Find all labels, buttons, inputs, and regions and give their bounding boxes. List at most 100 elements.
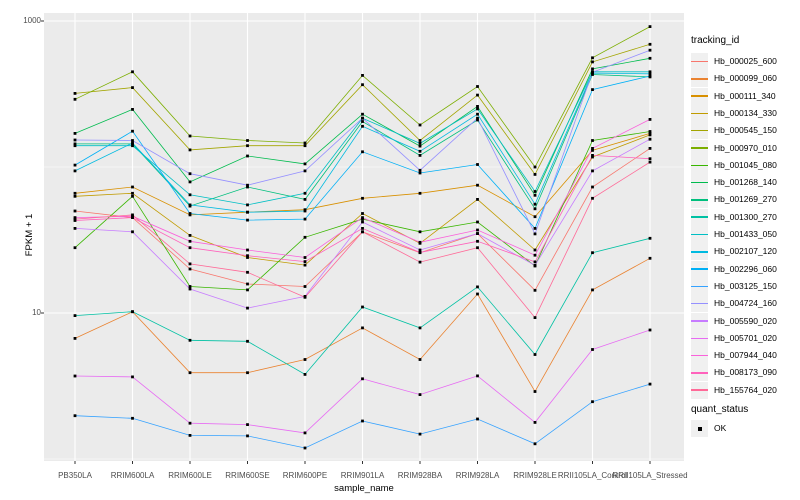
- data-point: [533, 260, 537, 264]
- data-point: [303, 285, 307, 288]
- legend-item-label: Hb_002296_060: [714, 263, 777, 274]
- data-point: [418, 139, 422, 142]
- data-point: [591, 67, 594, 71]
- data-point: [188, 203, 192, 207]
- data-point: [418, 240, 422, 244]
- data-point: [533, 207, 537, 211]
- data-point: [648, 328, 652, 332]
- y-tick-label: 10: [32, 308, 41, 317]
- data-point: [188, 371, 192, 375]
- data-point: [648, 70, 652, 74]
- legend-key-box: [691, 87, 708, 105]
- data-point: [648, 256, 652, 260]
- legend-key-box: [691, 174, 708, 192]
- data-point: [188, 134, 192, 138]
- data-point: [188, 262, 192, 266]
- data-point: [246, 270, 249, 274]
- data-point: [533, 421, 537, 424]
- data-point: [648, 133, 652, 137]
- legend-key-box: [691, 260, 708, 278]
- data-point: [418, 248, 422, 252]
- data-point: [73, 132, 77, 135]
- data-point: [533, 390, 537, 393]
- data-point: [131, 70, 134, 74]
- data-point: [476, 93, 479, 97]
- data-point: [188, 172, 192, 176]
- data-point: [73, 194, 77, 198]
- data-point: [476, 220, 479, 224]
- data-point: [73, 374, 77, 378]
- data-point: [476, 112, 479, 116]
- legend-item-label: Hb_000545_150: [714, 125, 777, 136]
- data-point: [73, 142, 77, 146]
- data-point: [73, 138, 77, 142]
- data-point: [73, 209, 77, 213]
- legend-line-swatch-icon: [691, 147, 708, 149]
- data-point: [476, 374, 479, 378]
- ok-point-marker-icon: [697, 426, 702, 431]
- data-point: [533, 264, 537, 267]
- data-point: [648, 118, 652, 121]
- legend-item-label: Hb_002107_120: [714, 246, 777, 257]
- data-point: [246, 144, 249, 148]
- data-point: [73, 216, 77, 219]
- data-point: [188, 267, 192, 271]
- data-point: [246, 282, 249, 286]
- data-point: [361, 217, 364, 221]
- legend-key-box: [691, 243, 708, 261]
- data-point: [188, 148, 192, 152]
- legend-line-swatch-icon: [691, 78, 708, 80]
- data-point: [361, 220, 364, 224]
- legend-item: Hb_003125_150: [689, 277, 799, 295]
- data-point: [591, 149, 594, 152]
- data-point: [591, 139, 594, 142]
- data-point: [418, 358, 422, 361]
- data-point: [418, 142, 422, 145]
- data-point: [361, 150, 364, 154]
- data-point: [591, 185, 594, 189]
- x-tick-label: RRIM600PE: [282, 471, 328, 480]
- data-point: [131, 230, 134, 234]
- legend-line-swatch-icon: [691, 199, 708, 201]
- data-point: [303, 295, 307, 299]
- legend-line-swatch-icon: [691, 216, 708, 218]
- data-point: [246, 306, 249, 310]
- data-point: [73, 217, 77, 221]
- data-point: [246, 203, 249, 207]
- x-tick-label: RRIM928LA: [455, 471, 500, 480]
- data-point: [131, 141, 134, 145]
- data-point: [591, 169, 594, 173]
- data-point: [246, 288, 249, 292]
- legend-line-swatch-icon: [691, 354, 708, 357]
- data-point: [533, 215, 537, 219]
- data-point: [533, 353, 537, 356]
- legend-key-box: [691, 312, 708, 330]
- legend-key-box: [691, 226, 708, 243]
- data-point: [533, 190, 537, 193]
- legend-item-label: Hb_001300_270: [714, 211, 777, 222]
- data-point: [648, 42, 652, 46]
- data-point: [476, 232, 479, 235]
- data-point: [303, 209, 307, 213]
- data-point: [418, 251, 422, 254]
- data-point: [648, 147, 652, 150]
- data-point: [303, 256, 307, 259]
- data-point: [361, 227, 364, 230]
- data-point: [188, 287, 192, 291]
- legend-item: Hb_000545_150: [689, 122, 799, 140]
- legend-item: Hb_000134_330: [689, 104, 799, 122]
- data-point: [131, 194, 134, 198]
- data-point: [131, 416, 134, 420]
- data-point: [303, 169, 307, 173]
- data-point: [418, 230, 422, 234]
- data-point: [648, 132, 652, 135]
- legend-item: Hb_005590_020: [689, 312, 799, 330]
- data-point: [533, 232, 537, 236]
- data-point: [418, 191, 422, 195]
- data-point: [131, 213, 134, 217]
- data-point: [303, 191, 307, 195]
- data-point: [303, 217, 307, 221]
- data-point: [303, 235, 307, 239]
- data-point: [131, 185, 134, 189]
